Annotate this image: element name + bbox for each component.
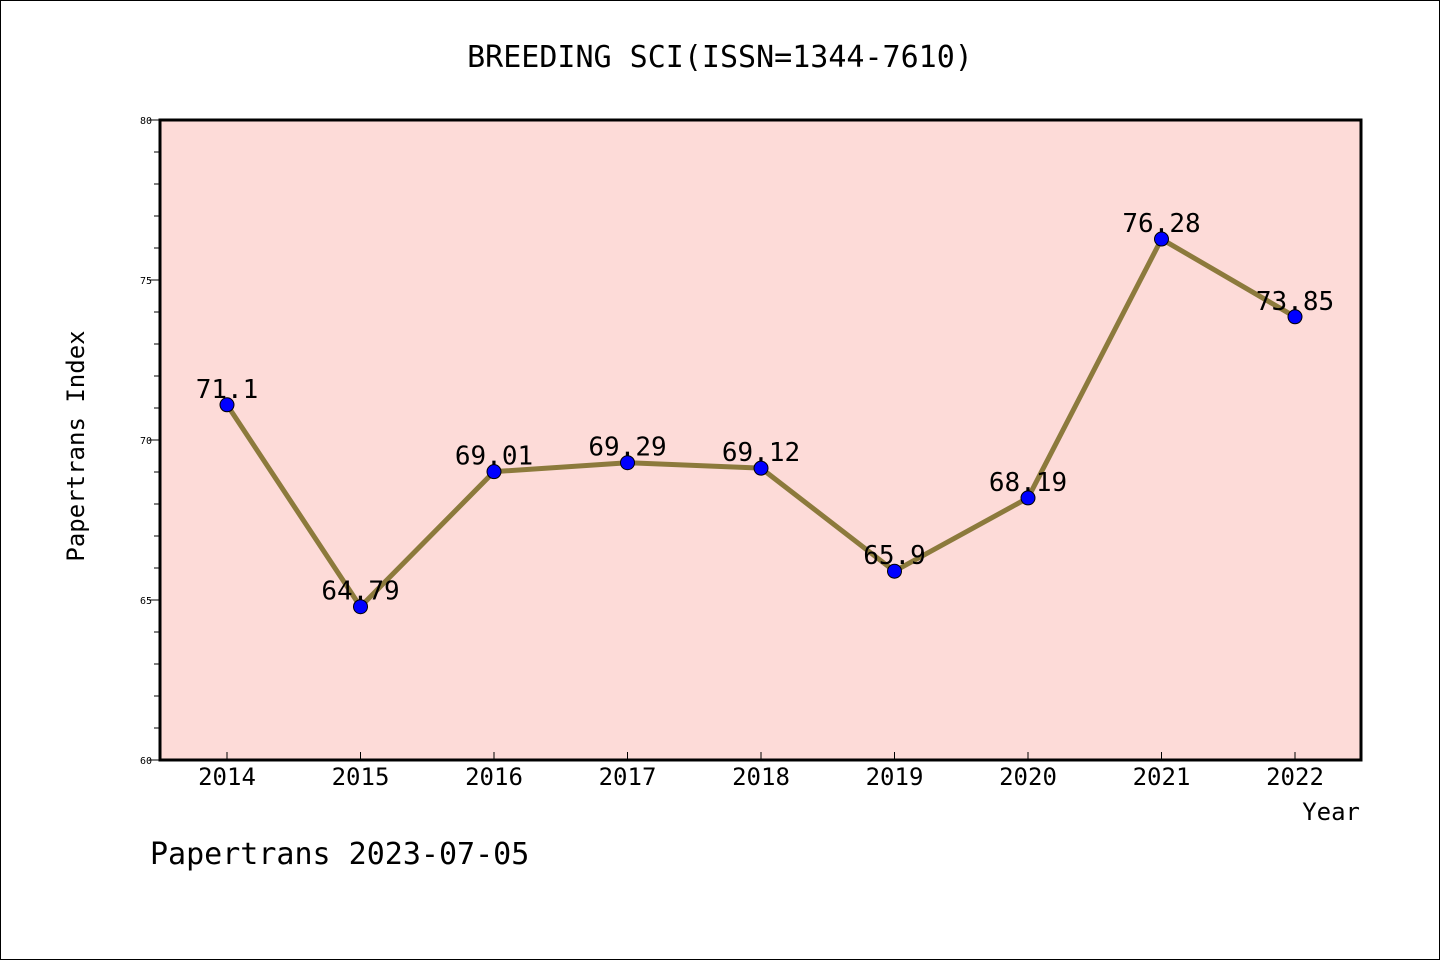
- plot-area: [158, 118, 1363, 762]
- data-point-marker: [1287, 309, 1303, 325]
- x-tick-label: 2018: [732, 763, 790, 791]
- y-tick-label: 75: [140, 276, 152, 287]
- x-tick-label: 2021: [1133, 763, 1191, 791]
- data-label: 64.79: [321, 577, 399, 607]
- x-tick-label: 2020: [999, 763, 1057, 791]
- data-point-marker: [353, 599, 368, 615]
- data-label: 69.29: [588, 433, 666, 463]
- data-point-marker: [1154, 231, 1169, 247]
- data-label: 69.12: [722, 438, 800, 468]
- data-label: 73.85: [1256, 287, 1334, 317]
- data-point-marker: [1020, 490, 1036, 506]
- data-point-marker: [219, 397, 235, 413]
- x-tick-label: 2014: [198, 763, 256, 791]
- y-axis-label: Papertrans Index: [62, 330, 90, 561]
- data-label: 71.1: [196, 375, 259, 405]
- x-tick-label: 2015: [332, 763, 390, 791]
- x-tick-label: 2019: [866, 763, 924, 791]
- data-label: 69.01: [455, 442, 533, 472]
- data-label-group: 71.1 64.79 69.01 69.29 69.12 65.9 68.19 76.28 73…: [196, 209, 1334, 607]
- y-axis: 60 65 70 75 80: [140, 116, 160, 767]
- x-tick-label: 2017: [599, 763, 657, 791]
- y-tick-label: 80: [140, 116, 152, 127]
- data-label: 68.19: [989, 468, 1067, 498]
- x-tick-label: 2022: [1266, 763, 1324, 791]
- data-point-marker: [753, 460, 769, 476]
- x-axis-label: Year: [1302, 798, 1360, 826]
- y-tick-label: 70: [140, 436, 152, 447]
- data-label: 76.28: [1122, 209, 1200, 239]
- data-label: 65.9: [863, 541, 926, 571]
- chart-title: BREEDING SCI(ISSN=1344-7610): [467, 40, 973, 75]
- data-point-marker: [887, 563, 902, 579]
- y-tick-label: 65: [140, 596, 152, 607]
- footer-text: Papertrans 2023-07-05: [150, 837, 529, 872]
- data-point-marker: [620, 455, 635, 471]
- marker-group: [219, 231, 1303, 615]
- x-axis: 2014 2015 2016 2017 2018 2019 2020 2021 2022: [198, 752, 1324, 791]
- data-point-marker: [486, 464, 502, 480]
- x-tick-label: 2016: [465, 763, 523, 791]
- y-tick-label: 60: [140, 756, 152, 767]
